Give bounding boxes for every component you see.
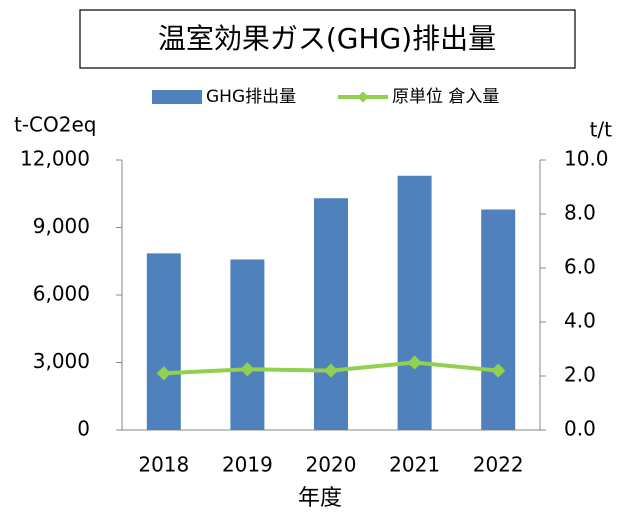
y2-tick-label: 2.0 — [564, 363, 596, 387]
line-marker — [407, 355, 422, 370]
bar — [146, 253, 181, 430]
x-tick-label: 2019 — [222, 453, 273, 477]
y-axis-label: t-CO2eq — [14, 113, 97, 137]
x-axis-label: 年度 — [298, 486, 342, 511]
y2-tick-label: 6.0 — [564, 255, 596, 279]
y2-tick-label: 0.0 — [564, 417, 596, 441]
line-marker — [323, 363, 339, 378]
legend-swatch — [152, 90, 202, 104]
line-marker — [156, 366, 171, 381]
bar — [230, 259, 265, 430]
y2-tick-label: 10.0 — [564, 147, 609, 171]
y2-tick-label: 4.0 — [564, 309, 596, 333]
y-tick-label: 3,000 — [33, 349, 90, 373]
x-tick-label: 2020 — [306, 453, 357, 477]
chart-title: 温室効果ガス(GHG)排出量 — [158, 22, 496, 55]
title-box — [79, 9, 576, 69]
line-marker — [240, 362, 255, 377]
x-tick-label: 2021 — [389, 453, 440, 477]
y2-axis-label: t/t — [590, 118, 613, 142]
x-tick-label: 2022 — [473, 453, 524, 477]
bar — [314, 198, 348, 430]
legend-marker — [357, 91, 369, 103]
y-tick-label: 6,000 — [33, 282, 90, 306]
line-marker — [491, 363, 506, 378]
legend-label: GHG排出量 — [206, 87, 296, 107]
bar — [397, 175, 432, 430]
y-tick-label: 0 — [77, 417, 90, 441]
y-tick-label: 12,000 — [20, 147, 90, 171]
bar — [481, 209, 516, 430]
y2-tick-label: 8.0 — [564, 201, 596, 225]
x-tick-label: 2018 — [138, 453, 189, 477]
legend-label: 原単位 倉入量 — [392, 87, 499, 107]
y-tick-label: 9,000 — [33, 214, 90, 238]
